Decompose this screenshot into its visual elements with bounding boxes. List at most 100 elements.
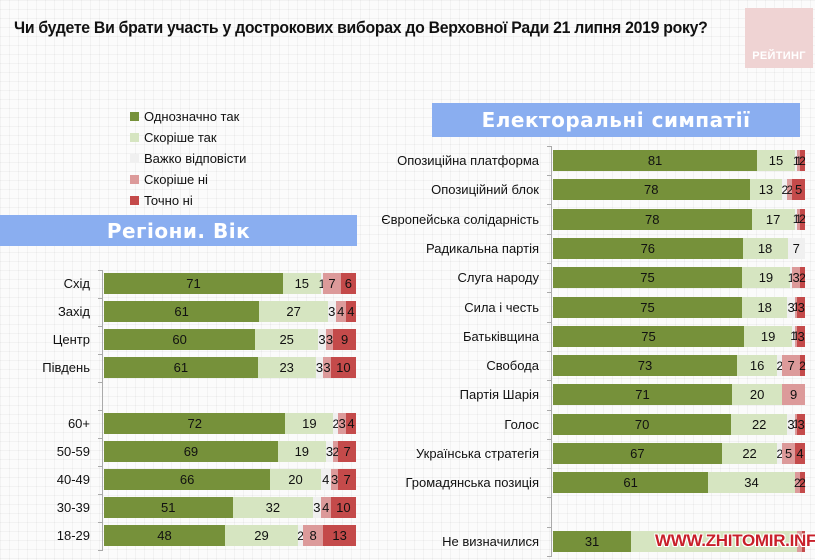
bar-segment-rather-no: 2 xyxy=(332,441,339,462)
axis-tick xyxy=(547,233,552,235)
bar-segment-definitely-no: 4 xyxy=(345,301,356,322)
bar-segment-definitely-no: 3 xyxy=(797,325,805,347)
bar-segment-definitely-no: 2 xyxy=(799,267,806,289)
bar-segment-rather-yes: 16 xyxy=(736,355,778,377)
data-label: 29 xyxy=(254,528,269,543)
legend-label: Скоріше ні xyxy=(144,172,208,187)
category-label: Радикальна партія xyxy=(426,240,539,256)
data-label: 67 xyxy=(630,446,645,461)
stacked-bar: 66 20 4 3 7 xyxy=(104,469,356,490)
category-label: Не визначилися xyxy=(442,533,539,549)
legend-swatch xyxy=(130,196,139,205)
data-label: 4 xyxy=(337,304,345,319)
data-label: 3 xyxy=(787,299,795,315)
legend-label: Важко відповісти xyxy=(144,151,247,166)
category-label: 18-29 xyxy=(56,528,90,543)
bar-segment-rather-yes: 19 xyxy=(742,267,790,289)
stacked-bar: 70 22 3 1 3 xyxy=(553,413,805,435)
data-label: 1 xyxy=(790,329,797,344)
bar-segment-definitely-yes: 71 xyxy=(104,273,283,294)
bar-segment-hard-to-say: 1 xyxy=(788,267,794,289)
data-label: 20 xyxy=(288,472,303,487)
data-label: 1 xyxy=(792,329,800,344)
stacked-bar: 75 19 1 3 2 xyxy=(553,267,806,289)
bar-segment-rather-no: 3 xyxy=(323,357,331,378)
bar-segment-hard-to-say: 1 xyxy=(318,273,326,294)
category-label: Українська стратегія xyxy=(415,446,539,461)
bar-segment-definitely-yes: 69 xyxy=(104,441,278,462)
bar-segment-definitely-no: 13 xyxy=(323,525,356,546)
data-label: 2 xyxy=(794,475,801,490)
data-label: 1 xyxy=(318,276,326,291)
data-label: 71 xyxy=(635,387,650,403)
legend-label: Точно ні xyxy=(144,193,193,208)
category-label: Центр xyxy=(52,332,90,347)
data-label: 3 xyxy=(797,416,805,432)
category-label: Голос xyxy=(504,416,539,432)
axis-tick xyxy=(98,493,103,495)
data-label: 2 xyxy=(799,153,806,168)
axis-tick xyxy=(547,175,552,177)
data-label: 48 xyxy=(157,528,172,543)
bar-segment-definitely-yes: 81 xyxy=(553,150,758,171)
bar-segment-definitely-yes: 78 xyxy=(553,179,750,201)
data-label: 7 xyxy=(328,276,336,291)
bar-segment-rather-yes: 17 xyxy=(751,208,795,230)
bar-segment-hard-to-say: 3 xyxy=(787,296,795,318)
data-label: 78 xyxy=(645,211,660,227)
data-label: 2 xyxy=(332,416,340,431)
category-label: Сила і честь xyxy=(464,299,539,315)
data-label: 2 xyxy=(297,528,304,543)
bar-segment-rather-yes: 18 xyxy=(742,237,788,259)
bar-segment-definitely-no: 3 xyxy=(797,296,805,318)
bar-segment-hard-to-say: 1 xyxy=(793,208,799,230)
data-label: 31 xyxy=(584,533,600,549)
data-label: 1 xyxy=(795,212,802,227)
bar-segment-rather-yes: 19 xyxy=(285,413,334,434)
bar-segment-definitely-yes: 66 xyxy=(104,469,271,490)
category-label: 40-49 xyxy=(56,472,90,487)
data-label: 5 xyxy=(795,182,803,198)
data-label: 3 xyxy=(330,472,339,487)
axis-tick xyxy=(98,269,103,271)
stacked-bar: 61 27 3 4 4 xyxy=(104,301,356,322)
bar-segment-rather-yes: 32 xyxy=(232,497,314,518)
bar-segment-definitely-yes: 76 xyxy=(553,237,743,259)
bar-segment-definitely-yes: 75 xyxy=(553,325,744,347)
legend-item-hard-to-say: Важко відповісти xyxy=(130,148,246,169)
bar-segment-rather-yes: 18 xyxy=(742,296,788,318)
data-label: 13 xyxy=(758,182,774,198)
legend-swatch xyxy=(130,133,139,142)
bar-segment-definitely-no: 2 xyxy=(799,150,806,171)
stacked-bar: 71 15 1 7 6 xyxy=(104,273,356,294)
axis-tick xyxy=(98,437,103,439)
data-label: 18 xyxy=(757,240,773,256)
data-label: 27 xyxy=(286,304,301,319)
axis-tick xyxy=(547,468,552,470)
bar-segment-hard-to-say: 3 xyxy=(315,357,324,378)
stacked-bar: 61 34 2 2 xyxy=(553,472,806,494)
axis-tick xyxy=(547,556,552,558)
data-label: 2 xyxy=(776,446,784,461)
bar-segment-definitely-yes: 71 xyxy=(553,384,732,406)
bar-segment-rather-no: 3 xyxy=(330,469,339,490)
electoral-sympathies-header: Електоральні симпатії xyxy=(432,103,800,137)
bar-segment-definitely-yes: 73 xyxy=(553,355,737,377)
data-label: 6 xyxy=(344,276,353,291)
bar-segment-rather-no: 8 xyxy=(303,525,324,546)
category-label: 60+ xyxy=(67,416,90,431)
bar-segment-rather-no: 7 xyxy=(782,355,800,377)
bar-segment-rather-no: 5 xyxy=(782,443,795,464)
bar-segment-hard-to-say: 1 xyxy=(790,325,797,347)
data-label: 19 xyxy=(302,416,317,431)
stacked-bar: 76 18 7 xyxy=(553,237,805,259)
data-label: 4 xyxy=(347,304,355,319)
bar-segment-rather-no: 7 xyxy=(323,273,341,294)
legend: Однозначно так Скоріше так Важко відповіст… xyxy=(130,106,246,211)
data-label: 4 xyxy=(347,416,355,431)
data-label: 4 xyxy=(322,500,330,515)
data-label: 2 xyxy=(799,270,806,285)
data-label: 34 xyxy=(744,475,759,491)
data-label: 10 xyxy=(336,360,351,375)
bar-segment-definitely-no: 2 xyxy=(799,208,806,230)
